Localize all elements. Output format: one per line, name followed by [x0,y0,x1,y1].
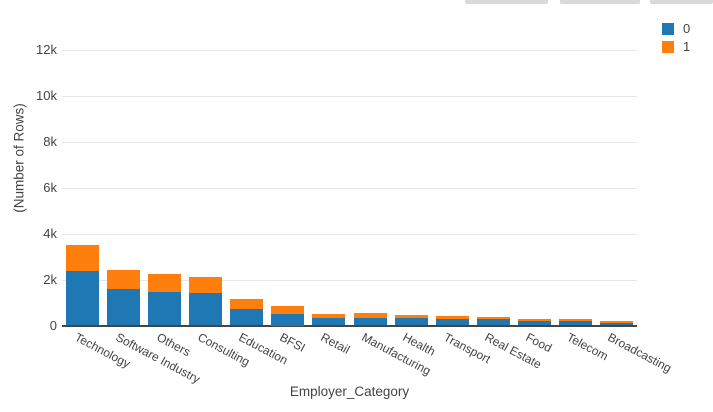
x-tick-label: Telecom [564,330,611,364]
bar-segment-0 [599,323,633,326]
bar-segment-0 [353,318,387,326]
bar-segment-0 [271,314,305,326]
bar-segment-1 [230,298,264,309]
bar-segment-1 [476,316,510,320]
bar-segment-0 [435,319,469,326]
x-tick-label: Broadcasting [605,330,675,376]
bar-segment-1 [599,321,633,324]
legend-item-1[interactable]: 1 [662,40,690,54]
toolbar-button-2[interactable] [560,0,640,4]
y-tick-label: 12k [36,42,57,57]
bar-segment-0 [66,271,100,326]
bar-segment-0 [558,321,592,326]
bar-segment-0 [107,288,141,326]
legend-label: 0 [683,21,691,36]
bar-segment-1 [148,274,182,293]
bar-segment-1 [558,319,592,322]
bar-segment-0 [189,293,223,326]
y-tick-label: 10k [36,88,57,103]
bar-segment-0 [476,319,510,326]
bar-segment-0 [148,292,182,326]
y-gridline [62,141,637,143]
bar-segment-0 [517,321,551,326]
y-tick-label: 4k [43,226,57,241]
y-tick-label: 6k [43,180,57,195]
x-axis-line [62,325,637,327]
y-tick-label: 2k [43,272,57,287]
bar-segment-1 [353,313,387,319]
y-gridline [62,95,637,97]
bar-segment-0 [394,318,428,326]
bar-segment-1 [312,314,346,319]
bar-segment-0 [312,318,346,326]
legend-swatch-icon [662,23,674,35]
bar-segment-0 [230,308,264,326]
x-tick-label: Retail [318,330,353,357]
y-gridline [62,187,637,189]
legend-item-0[interactable]: 0 [662,22,690,36]
bar-segment-1 [271,305,305,314]
bar-segment-1 [517,319,551,322]
y-gridline [62,279,637,281]
toolbar-button-1[interactable] [465,0,548,4]
bar-segment-1 [66,245,100,272]
bar-segment-1 [189,277,223,294]
x-axis-title: Employer_Category [289,384,410,399]
legend-label: 1 [683,39,691,54]
toolbar-button-3[interactable] [650,0,713,4]
y-tick-label: 8k [43,134,57,149]
bar-segment-1 [435,316,469,320]
y-gridline [62,233,637,235]
y-gridline [62,49,637,51]
y-tick-label: 0 [49,318,57,333]
bar-segment-1 [107,270,141,289]
bar-segment-1 [394,314,428,319]
legend-swatch-icon [662,41,674,53]
